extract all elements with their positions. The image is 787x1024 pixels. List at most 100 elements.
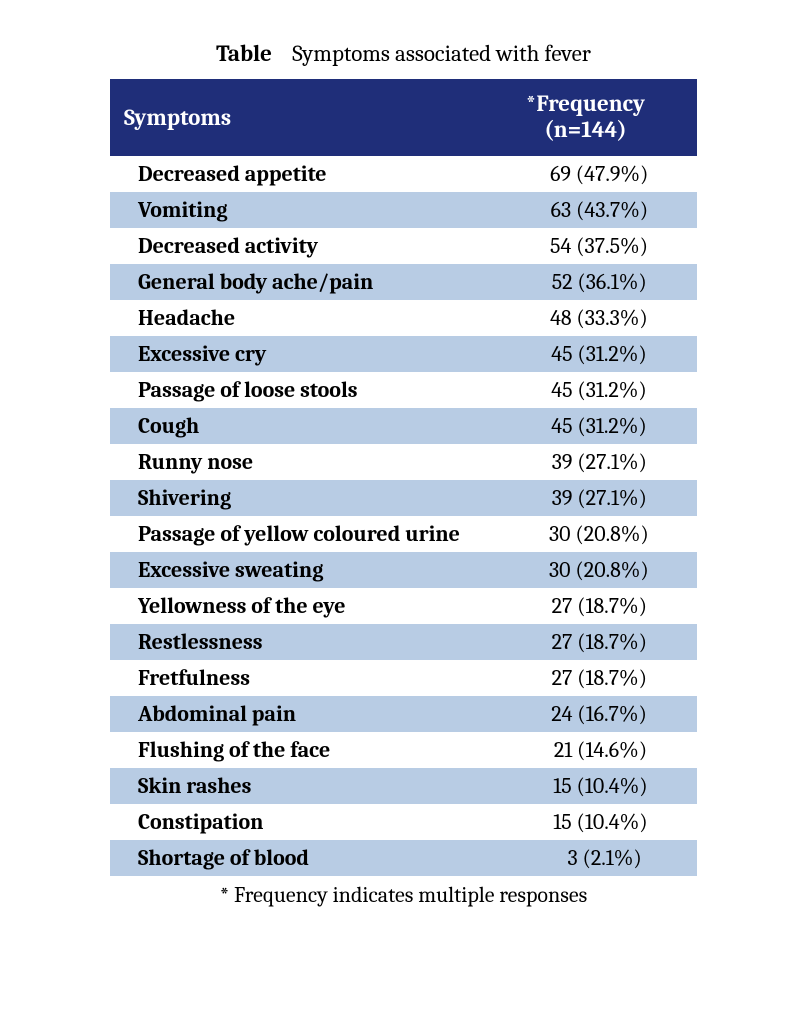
frequency-count: 39 <box>524 485 572 511</box>
table-row: Flushing of the face 21 (14.6%) <box>110 732 697 768</box>
table-row: Skin rashes15 (10.4%) <box>110 768 697 804</box>
table-row: Runny nose 39 (27.1%) <box>110 444 697 480</box>
frequency-count: 39 <box>524 449 572 475</box>
table-row: Fretfulness27 (18.7%) <box>110 660 697 696</box>
table-row: Decreased activity54 (37.5%) <box>110 228 697 264</box>
frequency-cell: 45 (31.2%) <box>474 372 697 408</box>
frequency-cell: 63 (43.7%) <box>474 192 697 228</box>
symptom-cell: Constipation <box>110 804 474 840</box>
symptom-cell: Excessive cry <box>110 336 474 372</box>
frequency-cell: 45 (31.2%) <box>474 336 697 372</box>
table-caption: Table Symptoms associated with fever <box>110 40 697 67</box>
frequency-cell: 27 (18.7%) <box>474 624 697 660</box>
frequency-pct: (14.6%) <box>572 737 647 763</box>
frequency-cell: 54 (37.5%) <box>474 228 697 264</box>
col-header-symptoms: Symptoms <box>110 80 474 155</box>
frequency-pct: (27.1%) <box>572 449 646 475</box>
frequency-pct: (20.8%) <box>571 557 649 583</box>
table-header-row: Symptoms *Frequency (n=144) <box>110 80 697 155</box>
frequency-pct: (31.2%) <box>573 377 647 403</box>
symptom-cell: Shivering <box>110 480 474 516</box>
table-row: Constipation15 (10.4%) <box>110 804 697 840</box>
frequency-cell: 15 (10.4%) <box>474 768 697 804</box>
symptom-cell: Flushing of the face <box>110 732 474 768</box>
symptom-cell: Excessive sweating <box>110 552 474 588</box>
table-row: Excessive cry45 (31.2%) <box>110 336 697 372</box>
frequency-count: 54 <box>523 233 571 259</box>
frequency-pct: (36.1%) <box>573 269 647 295</box>
caption-text: Symptoms associated with fever <box>292 40 591 67</box>
table-body: Decreased appetite69 (47.9%)Vomiting63 (… <box>110 155 697 876</box>
symptom-cell: Decreased activity <box>110 228 474 264</box>
table-footnote: * Frequency indicates multiple responses <box>110 882 697 908</box>
symptom-cell: Yellowness of the eye <box>110 588 474 624</box>
symptom-cell: Shortage of blood <box>110 840 474 876</box>
frequency-count: 45 <box>524 377 572 403</box>
frequency-count: 3 <box>529 845 577 871</box>
symptom-cell: Vomiting <box>110 192 474 228</box>
frequency-pct: (33.3%) <box>572 305 648 331</box>
frequency-pct: (2.1%) <box>578 845 642 871</box>
frequency-pct: (47.9%) <box>571 161 648 187</box>
table-row: Shivering39 (27.1%) <box>110 480 697 516</box>
frequency-pct: (18.7%) <box>572 665 647 691</box>
table-row: Abdominal pain24 (16.7%) <box>110 696 697 732</box>
caption-label: Table <box>216 40 272 67</box>
symptom-cell: Passage of loose stools <box>110 372 474 408</box>
frequency-count: 24 <box>524 701 572 727</box>
table-row: Vomiting63 (43.7%) <box>110 192 697 228</box>
symptom-cell: Restlessness <box>110 624 474 660</box>
symptom-cell: Abdominal pain <box>110 696 474 732</box>
frequency-pct: (37.5%) <box>571 233 648 259</box>
frequency-count: 15 <box>523 773 571 799</box>
frequency-pct: (18.7%) <box>572 593 647 619</box>
symptom-cell: Passage of yellow coloured urine <box>110 516 474 552</box>
frequency-cell: 24 (16.7%) <box>474 696 697 732</box>
frequency-count: 69 <box>523 161 571 187</box>
frequency-count: 45 <box>524 341 572 367</box>
frequency-count: 30 <box>522 557 570 583</box>
frequency-count: 48 <box>523 305 571 331</box>
symptom-cell: Headache <box>110 300 474 336</box>
table-row: Yellowness of the eye27 (18.7%) <box>110 588 697 624</box>
frequency-pct: (10.4%) <box>572 773 648 799</box>
col-header-frequency-line2: (n=144) <box>544 116 626 143</box>
frequency-pct: (16.7%) <box>572 701 646 727</box>
frequency-count: 27 <box>524 593 572 619</box>
frequency-count: 30 <box>522 521 570 547</box>
frequency-count: 27 <box>524 629 572 655</box>
table-row: Excessive sweating30 (20.8%) <box>110 552 697 588</box>
frequency-cell: 30 (20.8%) <box>474 516 697 552</box>
table-row: Restlessness27 (18.7%) <box>110 624 697 660</box>
frequency-cell: 27 (18.7%) <box>474 660 697 696</box>
frequency-pct: (20.8%) <box>571 521 649 547</box>
symptom-cell: Runny nose <box>110 444 474 480</box>
symptom-cell: Cough <box>110 408 474 444</box>
frequency-pct: (18.7%) <box>572 629 647 655</box>
frequency-pct: (10.4%) <box>572 809 648 835</box>
col-header-frequency: *Frequency (n=144) <box>474 80 697 155</box>
frequency-cell: 39 (27.1%) <box>474 480 697 516</box>
frequency-cell: 69 (47.9%) <box>474 155 697 192</box>
symptom-cell: Skin rashes <box>110 768 474 804</box>
table-row: Shortage of blood3 (2.1%) <box>110 840 697 876</box>
table-row: Decreased appetite69 (47.9%) <box>110 155 697 192</box>
symptom-cell: Decreased appetite <box>110 155 474 192</box>
table-row: Passage of loose stools45 (31.2%) <box>110 372 697 408</box>
frequency-count: 52 <box>524 269 572 295</box>
symptom-cell: Fretfulness <box>110 660 474 696</box>
frequency-cell: 27 (18.7%) <box>474 588 697 624</box>
frequency-cell: 45 (31.2%) <box>474 408 697 444</box>
frequency-count: 27 <box>524 665 572 691</box>
frequency-cell: 30 (20.8%) <box>474 552 697 588</box>
frequency-count: 21 <box>524 737 572 763</box>
frequency-cell: 3 (2.1%) <box>474 840 697 876</box>
table-row: General body ache/pain52 (36.1%) <box>110 264 697 300</box>
frequency-count: 45 <box>524 413 572 439</box>
frequency-cell: 48 (33.3%) <box>474 300 697 336</box>
symptoms-table: Symptoms *Frequency (n=144) Decreased ap… <box>110 79 697 876</box>
frequency-cell: 52 (36.1%) <box>474 264 697 300</box>
frequency-pct: (31.2%) <box>573 341 647 367</box>
symptom-cell: General body ache/pain <box>110 264 474 300</box>
frequency-cell: 15 (10.4%) <box>474 804 697 840</box>
